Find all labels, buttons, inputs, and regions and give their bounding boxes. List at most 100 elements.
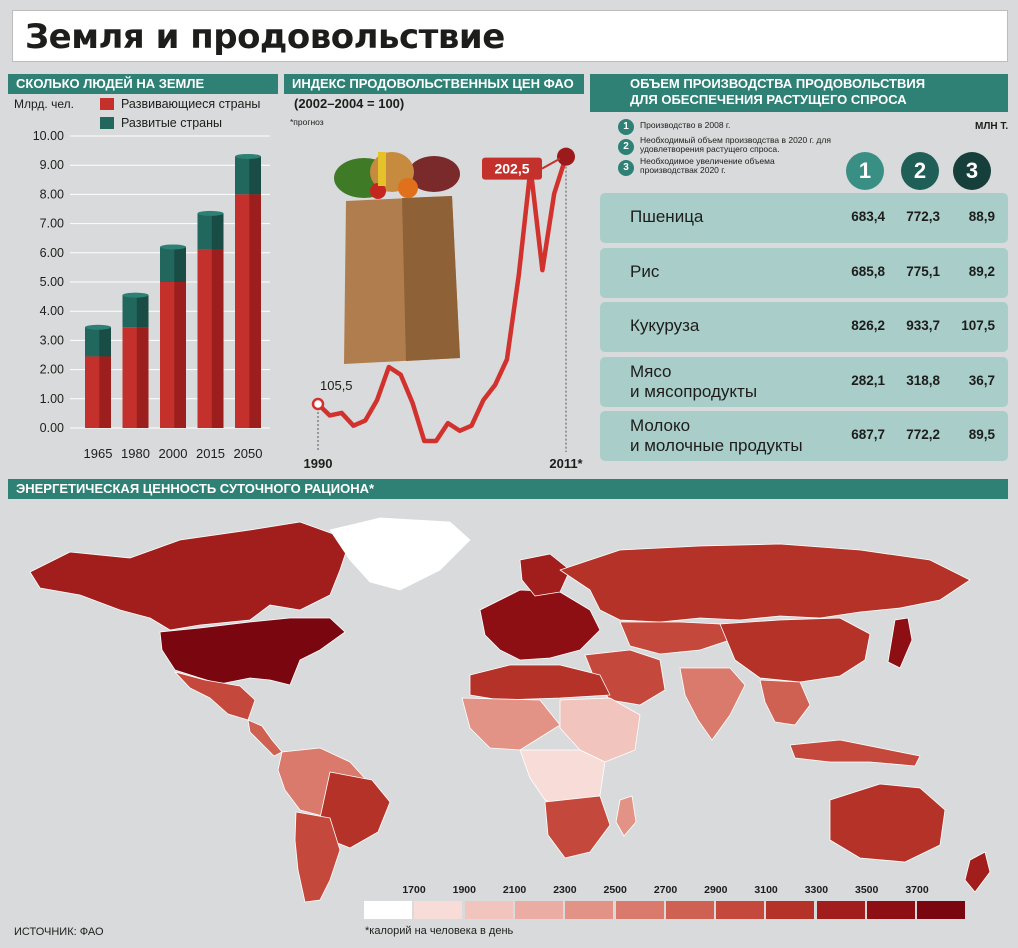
scale-swatch bbox=[364, 901, 412, 919]
production-row-name-line1: Молоко bbox=[630, 416, 691, 435]
end-value-connector bbox=[541, 157, 561, 170]
scale-swatch bbox=[766, 901, 815, 919]
scale-tick-label: 1700 bbox=[402, 884, 426, 896]
title-box: Земля и продовольствие bbox=[12, 10, 1008, 62]
map-southern-africa bbox=[544, 795, 611, 859]
price-line bbox=[316, 155, 569, 444]
map-madagascar bbox=[615, 795, 637, 837]
pop-y-tick: 7.00 bbox=[40, 217, 64, 231]
production-row-name-line1: Мясо bbox=[630, 362, 672, 381]
pop-y-tick: 6.00 bbox=[40, 246, 64, 260]
pop-x-label: 1965 bbox=[84, 446, 113, 461]
pop-y-tick: 3.00 bbox=[40, 333, 64, 347]
production-value-v1: 685,8 bbox=[851, 264, 885, 279]
map-shapes bbox=[29, 517, 991, 903]
bar-developed-shade bbox=[249, 156, 261, 195]
production-value-v3: 88,9 bbox=[968, 209, 995, 224]
scale-swatch bbox=[514, 901, 563, 919]
column-badge-2: 2 bbox=[901, 152, 939, 190]
production-row-name: Мясо и мясопродукты bbox=[630, 362, 757, 402]
legend-label-developed: Развитые страны bbox=[121, 116, 222, 130]
production-row-name-line1: Пшеница bbox=[630, 207, 704, 226]
bag-shade bbox=[402, 196, 460, 361]
production-value-v1: 282,1 bbox=[851, 373, 885, 388]
map-east-africa bbox=[559, 697, 641, 763]
scale-swatch bbox=[867, 901, 915, 919]
note-text-2: Необходимый объем производства в 2020 г.… bbox=[640, 135, 831, 154]
production-value-v3: 89,2 bbox=[968, 264, 995, 279]
production-value-v1: 826,2 bbox=[851, 318, 885, 333]
map-scandinavia bbox=[519, 553, 571, 597]
bar-top-cap bbox=[160, 244, 186, 250]
scale-tick-label: 3300 bbox=[804, 884, 829, 896]
bar-top-cap bbox=[122, 292, 149, 298]
pop-x-label: 2050 bbox=[234, 446, 263, 461]
production-row: Кукуруза 826,2 933,7 107,5 bbox=[600, 302, 1008, 352]
x-start-label: 1990 bbox=[304, 456, 333, 471]
bar-developing-shade bbox=[174, 282, 186, 428]
scale-swatch bbox=[917, 901, 966, 919]
pop-y-tick: 4.00 bbox=[40, 304, 64, 318]
map-header: ЭНЕРГЕТИЧЕСКАЯ ЦЕННОСТЬ СУТОЧНОГО РАЦИОН… bbox=[8, 479, 1008, 499]
end-value-box bbox=[482, 157, 542, 180]
bar-developing-shade bbox=[99, 356, 111, 428]
prices-subtitle: (2002–2004 = 100) bbox=[294, 96, 405, 111]
production-row-name-line2: и молочные продукты bbox=[630, 436, 803, 455]
scale-tick-label: 3700 bbox=[905, 884, 929, 896]
map-south-america-south bbox=[294, 811, 341, 903]
note-badge-3: 3 bbox=[618, 160, 634, 176]
production-header-line1: ОБЪЕМ ПРОИЗВОДСТВА ПРОДОВОЛЬСТВИЯ bbox=[630, 76, 926, 91]
legend-swatch-developed bbox=[100, 117, 114, 129]
note-text-1: Производство в 2008 г. bbox=[640, 120, 731, 130]
production-value-v1: 683,4 bbox=[851, 209, 885, 224]
production-row-name: Молоко и молочные продукты bbox=[630, 416, 803, 456]
production-row-name-line1: Рис bbox=[630, 262, 660, 281]
pop-x-label: 2000 bbox=[159, 446, 188, 461]
column-badge-1: 1 bbox=[846, 152, 884, 190]
map-greenland bbox=[329, 517, 471, 591]
bag-orange bbox=[398, 178, 418, 198]
map-southeast-asia bbox=[759, 679, 811, 726]
end-value-label: 202,5 bbox=[494, 161, 529, 177]
x-end-label: 2011* bbox=[549, 456, 583, 471]
bar-developing-shade bbox=[249, 194, 261, 428]
bar-developed-shade bbox=[136, 295, 149, 328]
bag-tomato bbox=[370, 183, 386, 199]
start-value-label: 105,5 bbox=[320, 378, 353, 393]
population-chart: 0.00 1.00 2.00 3.00 4.00 5.00 6.00 7.00 8.00 9.00… bbox=[33, 129, 270, 461]
map-india bbox=[679, 667, 746, 741]
scale-swatch bbox=[565, 901, 614, 919]
scale-tick-label: 2500 bbox=[603, 884, 627, 896]
production-row: Пшеница 683,4 772,3 88,9 bbox=[600, 193, 1008, 243]
pop-y-tick: 10.00 bbox=[33, 129, 64, 143]
pop-y-tick: 2.00 bbox=[40, 363, 64, 377]
map-central-america bbox=[247, 719, 283, 757]
production-header-line2: ДЛЯ ОБЕСПЕЧЕНИЯ РАСТУЩЕГО СПРОСА bbox=[630, 92, 907, 107]
pop-y-tick: 0.00 bbox=[40, 421, 64, 435]
map-japan bbox=[887, 617, 913, 669]
bar-top-cap bbox=[197, 210, 224, 216]
scale-tick-label: 2700 bbox=[653, 884, 678, 896]
scale-swatch bbox=[464, 901, 513, 919]
column-badge-3: 3 bbox=[953, 152, 991, 190]
scale-note: *калорий на человека в день bbox=[365, 925, 514, 937]
pop-x-label: 1980 bbox=[121, 446, 150, 461]
production-row-name: Рис bbox=[630, 262, 659, 282]
production-row: Молоко и молочные продукты 687,7 772,2 89,5 bbox=[600, 411, 1008, 461]
bar-developed-shade bbox=[174, 246, 186, 282]
start-point bbox=[311, 397, 325, 411]
prices-note: *прогноз bbox=[290, 117, 324, 127]
map-central-asia bbox=[619, 621, 731, 655]
production-value-v2: 775,1 bbox=[906, 264, 940, 279]
map-china bbox=[719, 617, 871, 683]
page-title: Земля и продовольствие bbox=[25, 17, 505, 57]
pop-y-tick: 1.00 bbox=[40, 392, 64, 406]
production-value-v2: 772,3 bbox=[906, 209, 940, 224]
scale-tick-label: 3100 bbox=[754, 884, 778, 896]
production-value-v2: 772,2 bbox=[906, 427, 940, 442]
end-point bbox=[557, 147, 575, 166]
prices-header: ИНДЕКС ПРОДОВОЛЬСТВЕННЫХ ЦЕН ФАО bbox=[284, 74, 584, 94]
scale-tick-label: 1900 bbox=[452, 884, 476, 896]
scale-swatch bbox=[665, 901, 714, 919]
legend-developing: Развивающиеся страны bbox=[100, 97, 260, 111]
